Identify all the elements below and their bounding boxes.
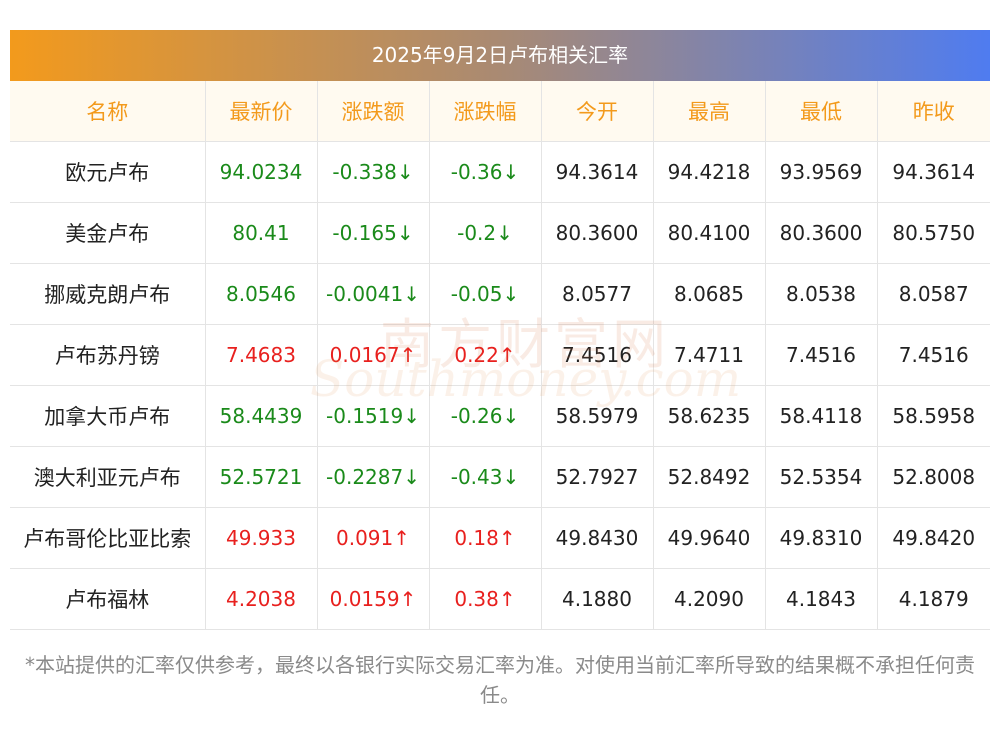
row-pct: 0.18↑ [429,507,542,569]
row-change: -0.165↓ [317,202,430,264]
row-low: 49.8310 [765,507,878,569]
row-latest: 49.933 [205,507,318,569]
header-row: 名称 最新价 涨跌额 涨跌幅 今开 最高 最低 昨收 [10,81,990,142]
disclaimer-footnote: *本站提供的汇率仅供参考，最终以各银行实际交易汇率为准。对使用当前汇率所导致的结… [25,653,975,707]
row-low: 52.5354 [765,446,878,508]
col-header-pct: 涨跌幅 [429,81,542,142]
row-pct: 0.22↑ [429,324,542,386]
row-change: 0.0159↑ [317,568,430,630]
row-change: 0.091↑ [317,507,430,569]
row-name: 澳大利亚元卢布 [10,446,206,508]
row-open: 7.4516 [541,324,654,386]
row-high: 94.4218 [653,141,766,203]
row-high: 49.9640 [653,507,766,569]
row-pct: -0.43↓ [429,446,542,508]
table-title: 2025年9月2日卢布相关汇率 [10,30,990,81]
row-latest: 4.2038 [205,568,318,630]
col-header-high: 最高 [653,81,766,142]
row-change: -0.338↓ [317,141,430,203]
row-prev: 4.1879 [877,568,990,630]
row-open: 58.5979 [541,385,654,447]
row-prev: 49.8420 [877,507,990,569]
row-pct: -0.36↓ [429,141,542,203]
row-prev: 80.5750 [877,202,990,264]
row-low: 93.9569 [765,141,878,203]
row-high: 58.6235 [653,385,766,447]
row-prev: 94.3614 [877,141,990,203]
row-open: 52.7927 [541,446,654,508]
row-pct: -0.05↓ [429,263,542,325]
row-latest: 52.5721 [205,446,318,508]
row-latest: 58.4439 [205,385,318,447]
row-change: -0.2287↓ [317,446,430,508]
row-latest: 8.0546 [205,263,318,325]
row-low: 58.4118 [765,385,878,447]
rate-table-container: 2025年9月2日卢布相关汇率 名称 最新价 涨跌额 涨跌幅 今开 最高 最低 … [10,30,990,630]
row-prev: 7.4516 [877,324,990,386]
row-prev: 58.5958 [877,385,990,447]
row-name: 欧元卢布 [10,141,206,203]
row-open: 94.3614 [541,141,654,203]
row-latest: 7.4683 [205,324,318,386]
table-row: 挪威克朗卢布 8.0546 -0.0041↓ -0.05↓ 8.0577 8.0685 8.… [10,263,990,325]
row-low: 80.3600 [765,202,878,264]
col-header-prev: 昨收 [877,81,990,142]
row-open: 49.8430 [541,507,654,569]
row-latest: 80.41 [205,202,318,264]
row-change: 0.0167↑ [317,324,430,386]
row-change: -0.1519↓ [317,385,430,447]
row-prev: 8.0587 [877,263,990,325]
row-high: 8.0685 [653,263,766,325]
row-low: 8.0538 [765,263,878,325]
col-header-latest: 最新价 [205,81,318,142]
col-header-low: 最低 [765,81,878,142]
row-name: 卢布福林 [10,568,206,630]
row-high: 52.8492 [653,446,766,508]
row-high: 7.4711 [653,324,766,386]
table-row: 欧元卢布 94.0234 -0.338↓ -0.36↓ 94.3614 94.4218 93… [10,141,990,203]
row-name: 卢布哥伦比亚比索 [10,507,206,569]
exchange-rate-table: 名称 最新价 涨跌额 涨跌幅 今开 最高 最低 昨收 欧元卢布 94.0234 -0… [10,81,990,630]
row-low: 4.1843 [765,568,878,630]
table-row: 美金卢布 80.41 -0.165↓ -0.2↓ 80.3600 80.4100 80.36… [10,202,990,264]
row-name: 挪威克朗卢布 [10,263,206,325]
col-header-name: 名称 [10,81,206,142]
table-row: 加拿大币卢布 58.4439 -0.1519↓ -0.26↓ 58.5979 58.623… [10,385,990,447]
row-latest: 94.0234 [205,141,318,203]
row-name: 加拿大币卢布 [10,385,206,447]
row-open: 4.1880 [541,568,654,630]
row-open: 8.0577 [541,263,654,325]
row-high: 80.4100 [653,202,766,264]
row-high: 4.2090 [653,568,766,630]
table-row: 卢布哥伦比亚比索 49.933 0.091↑ 0.18↑ 49.8430 49.9640 4… [10,507,990,569]
row-pct: -0.2↓ [429,202,542,264]
row-name: 美金卢布 [10,202,206,264]
table-row: 卢布苏丹镑 7.4683 0.0167↑ 0.22↑ 7.4516 7.4711 7.451… [10,324,990,386]
row-name: 卢布苏丹镑 [10,324,206,386]
col-header-change: 涨跌额 [317,81,430,142]
row-change: -0.0041↓ [317,263,430,325]
col-header-open: 今开 [541,81,654,142]
row-prev: 52.8008 [877,446,990,508]
table-row: 卢布福林 4.2038 0.0159↑ 0.38↑ 4.1880 4.2090 4.1843… [10,568,990,630]
table-row: 澳大利亚元卢布 52.5721 -0.2287↓ -0.43↓ 52.7927 52.84… [10,446,990,508]
row-open: 80.3600 [541,202,654,264]
row-pct: -0.26↓ [429,385,542,447]
row-low: 7.4516 [765,324,878,386]
row-pct: 0.38↑ [429,568,542,630]
